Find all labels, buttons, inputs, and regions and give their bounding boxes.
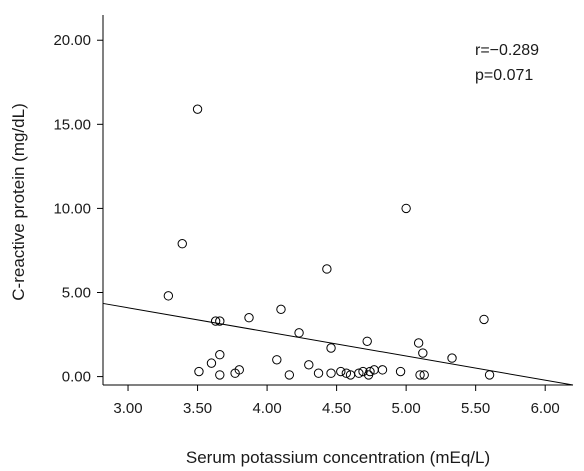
data-point xyxy=(215,316,225,326)
x-tick-label: 3.50 xyxy=(183,400,212,417)
data-point xyxy=(215,370,225,380)
data-points xyxy=(163,104,495,380)
axes xyxy=(102,15,573,386)
p-value-annotation: p=0.071 xyxy=(475,67,533,84)
correlation-r-annotation: r=−0.289 xyxy=(475,42,539,59)
data-point xyxy=(358,366,368,377)
y-tick-label: 0.00 xyxy=(62,369,91,386)
data-point xyxy=(377,365,388,375)
data-point xyxy=(418,348,428,358)
y-tick-label: 15.00 xyxy=(53,116,91,133)
data-point xyxy=(284,370,295,380)
data-point xyxy=(326,368,336,378)
data-point xyxy=(210,316,221,326)
data-point xyxy=(336,366,346,377)
data-point xyxy=(206,358,217,368)
data-point xyxy=(192,104,203,114)
data-point xyxy=(234,365,244,375)
data-point xyxy=(419,370,429,380)
data-point xyxy=(484,370,495,380)
y-tick-label: 20.00 xyxy=(53,32,91,49)
data-point xyxy=(276,304,286,315)
data-point xyxy=(194,366,204,377)
data-point xyxy=(244,313,254,323)
x-tick-label: 6.00 xyxy=(531,400,560,417)
x-tick-label: 4.00 xyxy=(252,400,281,417)
x-tick-label: 3.00 xyxy=(113,400,142,417)
data-point xyxy=(215,350,225,360)
y-tick-label: 5.00 xyxy=(62,285,91,302)
data-point xyxy=(354,368,364,378)
data-point xyxy=(365,366,375,377)
data-point xyxy=(395,366,406,377)
x-ticks: 3.00 3.50 4.00 4.50 5.00 5.50 6.00 xyxy=(113,385,560,417)
data-point xyxy=(304,360,314,370)
data-point xyxy=(415,370,425,380)
data-point xyxy=(322,264,332,274)
x-tick-label: 4.50 xyxy=(322,400,351,417)
data-point xyxy=(163,291,174,301)
x-tick-label: 5.50 xyxy=(461,400,490,417)
data-point xyxy=(272,355,282,365)
y-tick-label: 10.00 xyxy=(53,200,91,217)
data-point xyxy=(401,203,411,214)
data-point xyxy=(362,336,372,346)
y-axis-title: C-reactive protein (mg/dL) xyxy=(9,103,28,300)
x-tick-label: 5.00 xyxy=(392,400,421,417)
data-point xyxy=(341,368,352,378)
data-point xyxy=(177,239,187,249)
regression-line xyxy=(102,302,574,386)
data-point xyxy=(294,328,304,338)
data-point xyxy=(326,343,336,353)
data-point xyxy=(313,368,324,378)
y-ticks: 0.00 5.00 10.00 15.00 20.00 xyxy=(53,32,103,386)
data-point xyxy=(447,353,457,363)
data-point xyxy=(413,338,424,348)
data-point xyxy=(479,314,489,325)
x-axis-title: Serum potassium concentration (mEq/L) xyxy=(186,448,490,467)
